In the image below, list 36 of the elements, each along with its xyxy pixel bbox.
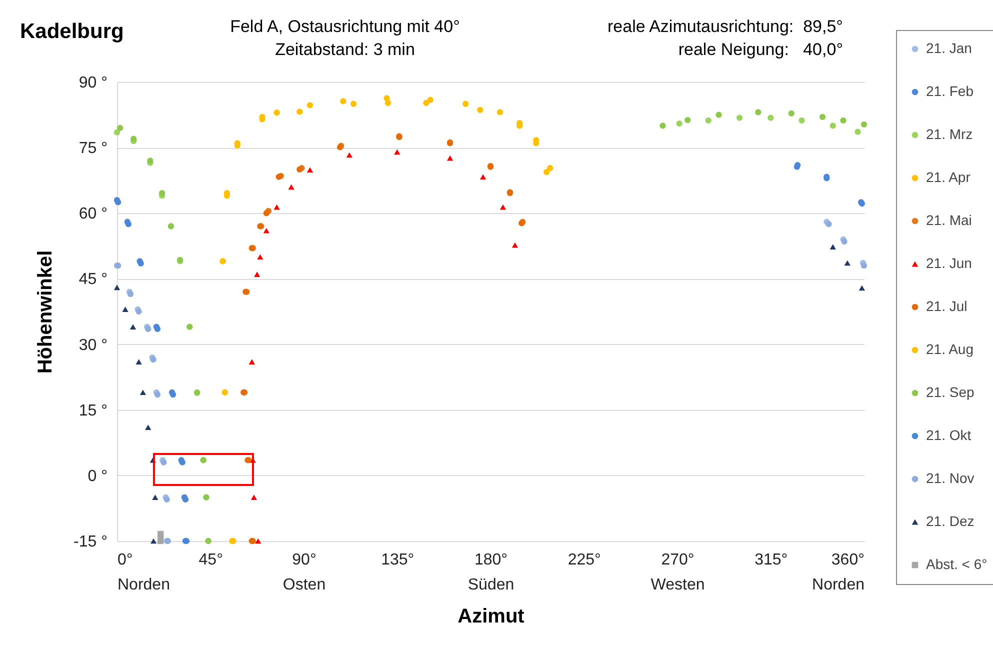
y-tick-label: -15 °: [74, 534, 108, 550]
y-tick-label: 60 °: [78, 206, 108, 223]
x-axis-title: Azimut: [458, 606, 525, 628]
y-tick-label: 45 °: [78, 271, 108, 288]
x-tick-label: 180° Süden: [468, 552, 514, 594]
legend-label: 21. Aug: [926, 341, 974, 357]
legend-label: 21. Jan: [926, 40, 972, 56]
text: reale Neigung: 40,0°: [678, 40, 843, 59]
legend-label: 21. Mai: [926, 212, 972, 228]
x-tick-label: 360° Norden: [812, 552, 864, 594]
legend-label: 21. Nov: [926, 470, 974, 486]
legend-label: 21. Dez: [926, 513, 974, 529]
legend-label: 21. Jun: [926, 255, 972, 271]
y-tick-label: 75 °: [78, 140, 108, 158]
x-tick-label: 90° Osten: [282, 552, 326, 594]
x-tick-label: 45°: [198, 552, 223, 568]
legend-label: 21. Sep: [926, 384, 974, 400]
text: reale Azimutausrichtung: 89,5°: [608, 17, 843, 36]
y-tick-label: 0 °: [88, 468, 108, 485]
legend-label: 21. Jul: [926, 298, 968, 314]
legend-label: 21. Apr: [926, 169, 971, 185]
legend-label: 21. Mrz: [926, 126, 973, 142]
y-tick-label: 15 °: [78, 402, 108, 420]
x-tick-label: 225°: [568, 552, 601, 568]
legend-label: 21. Okt: [926, 427, 972, 443]
chart-title: Kadelburg: [20, 20, 124, 44]
x-tick-label: 0° Norden: [118, 552, 170, 594]
x-tick-label: 135°: [381, 552, 414, 568]
x-tick-label: 270° Westen: [650, 552, 705, 594]
y-tick-label: 90 °: [78, 74, 108, 92]
chart-subtitle: Feld A, Ostausrichtung mit 40° Zeitabstand: 3 min: [229, 16, 461, 61]
x-tick-label: 315°: [754, 552, 788, 568]
legend-label: 21. Feb: [926, 83, 974, 99]
y-tick-label: 30 °: [78, 336, 108, 354]
y-axis-title: Höhenwinkel: [34, 250, 57, 374]
legend-label: Abst. < 6°: [926, 556, 988, 572]
